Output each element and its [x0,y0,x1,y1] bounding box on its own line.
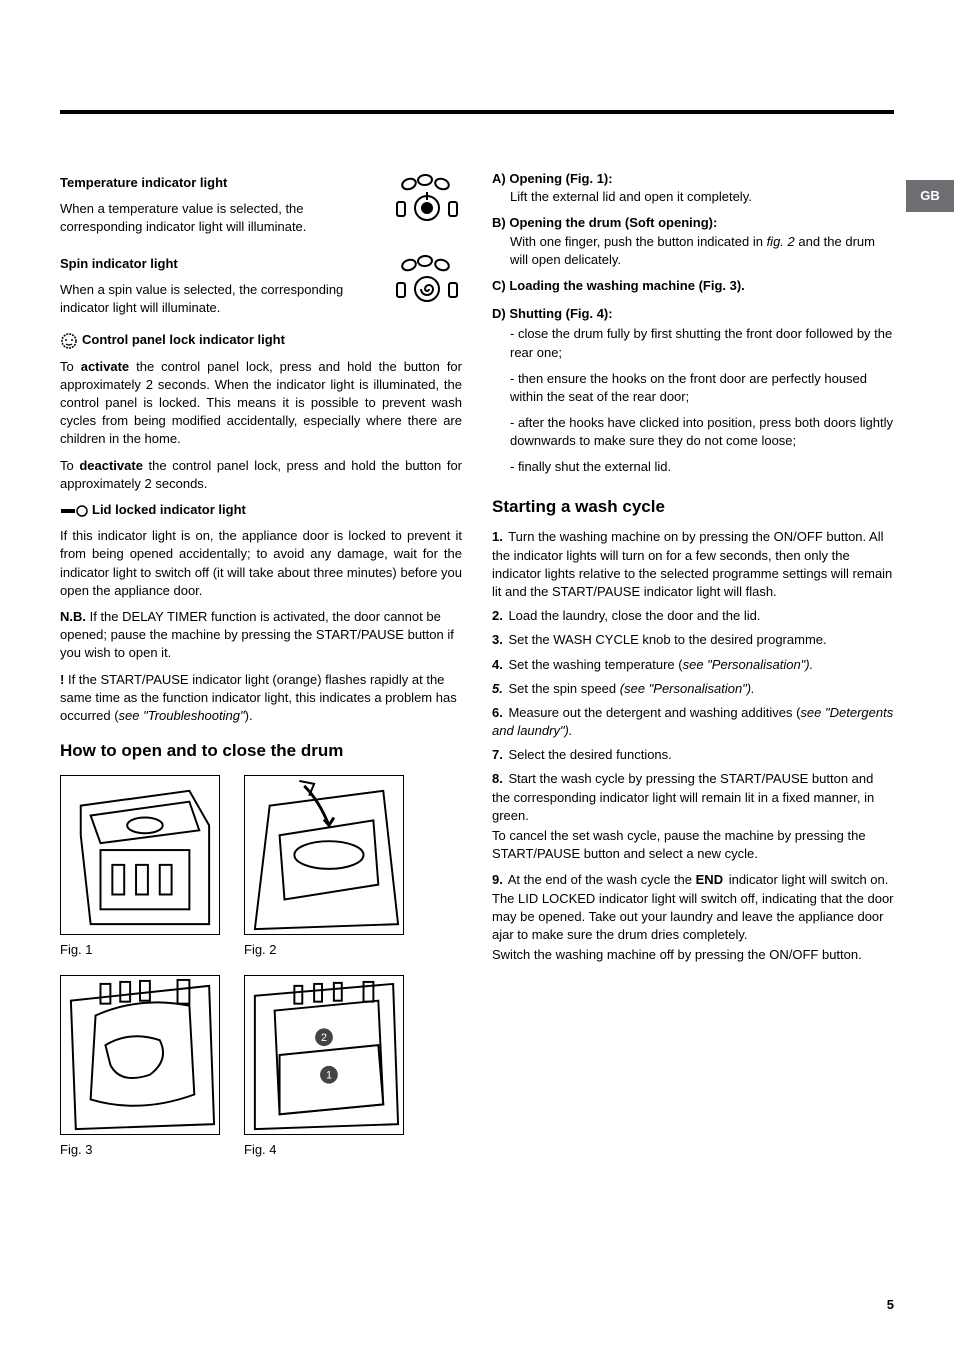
start-step-1: 1. Turn the washing machine on by pressi… [492,528,894,601]
text-italic: (see "Personalisation"). [620,681,755,696]
lock-face-icon [60,332,78,350]
start-step-9: 9. At the end of the wash cycle the END … [492,871,894,944]
svg-text:2: 2 [321,1032,327,1044]
start-step-2: 2. Load the laundry, close the door and … [492,607,894,625]
step-num: 9. [492,872,503,887]
start-step-7: 7. Select the desired functions. [492,746,894,764]
start-step-8: 8. Start the wash cycle by pressing the … [492,770,894,825]
step-d-head: D) Shutting (Fig. 4): [492,305,894,323]
language-badge: GB [906,180,954,212]
step-a-head: A) Opening (Fig. 1): [492,171,613,186]
fig-1: Fig. 1 [60,775,220,959]
lock-heading-text: Control panel lock indicator light [82,332,285,347]
right-column: A) Opening (Fig. 1): Lift the external l… [492,170,894,1159]
step-num: 8. [492,771,503,786]
step-text: Turn the washing machine on by pressing … [492,529,892,599]
fig-1-caption: Fig. 1 [60,941,220,959]
step-num: 1. [492,529,503,544]
content: Temperature indicator light When a tempe… [60,170,894,1159]
step-a-body: Lift the external lid and open it comple… [492,188,752,206]
temp-section: Temperature indicator light When a tempe… [60,170,462,245]
d-item: - finally shut the external lid. [510,458,894,476]
start-step-3: 3. Set the WASH CYCLE knob to the desire… [492,631,894,649]
step-b: B) Opening the drum (Soft opening): With… [492,214,894,269]
fig-4-image: 2 2 1 [244,975,404,1135]
text-bold: activate [81,359,129,374]
text: To [60,359,81,374]
lid-body-nb: N.B. If the DELAY TIMER function is acti… [60,608,462,663]
top-rule [60,110,894,114]
lock-body-activate: To activate the control panel lock, pres… [60,358,462,449]
step-d-list: - close the drum fully by first shutting… [492,325,894,476]
lid-body-warn: ! If the START/PAUSE indicator light (or… [60,671,462,726]
lid-heading: Lid locked indicator light [60,501,462,519]
lid-lock-icon [60,504,88,518]
page-number: 5 [887,1296,894,1314]
start-step-5: 5. Set the spin speed (see "Personalisat… [492,680,894,698]
drum-heading: How to open and to close the drum [60,739,462,763]
step-num: 6. [492,705,503,720]
text: To [60,458,79,473]
fig-2: Fig. 2 [244,775,404,959]
step-num: 4. [492,657,503,672]
text: Select the desired functions. [505,747,672,762]
thermometer-cluster-icon [392,170,462,228]
fig-row-1: Fig. 1 Fig. 2 [60,775,462,959]
start-step-4: 4. Set the washing temperature (see "Per… [492,656,894,674]
lid-section: Lid locked indicator light If this indic… [60,501,462,725]
step-b-body: With one finger, push the button indicat… [492,233,894,269]
lid-heading-text: Lid locked indicator light [92,502,246,517]
start-step-6: 6. Measure out the detergent and washing… [492,704,894,740]
svg-text:1: 1 [326,1070,332,1082]
text-bold: N.B. [60,609,86,624]
text-italic: fig. 2 [767,234,795,249]
spin-section: Spin indicator light When a spin value i… [60,251,462,326]
fig-2-image [244,775,404,935]
text: Measure out the detergent and washing ad… [505,705,801,720]
text: With one finger, push the button indicat… [510,234,767,249]
d-item: - then ensure the hooks on the front doo… [510,370,894,406]
text-italic: see "Personalisation"). [683,657,814,672]
step-num: 5. [492,681,503,696]
step-text: Load the laundry, close the door and the… [505,608,761,623]
fig-3-image [60,975,220,1135]
lid-body-1: If this indicator light is on, the appli… [60,527,462,600]
fig-1-image [60,775,220,935]
text: ). [245,708,253,723]
start-step-8b: To cancel the set wash cycle, pause the … [492,827,894,863]
text-italic: see "Troubleshooting" [119,708,245,723]
step-a: A) Opening (Fig. 1): Lift the external l… [492,170,894,206]
left-column: Temperature indicator light When a tempe… [60,170,462,1159]
fig-row-2: Fig. 3 2 2 1 [60,975,462,1159]
fig-3: Fig. 3 [60,975,220,1159]
d-item: - after the hooks have clicked into posi… [510,414,894,450]
step-num: 7. [492,747,503,762]
text-bold: END [696,872,723,887]
step-num: 2. [492,608,503,623]
d-item: - close the drum fully by first shutting… [510,325,894,361]
fig-4-caption: Fig. 4 [244,1141,404,1159]
fig-4: 2 2 1 Fig. 4 [244,975,404,1159]
start-heading: Starting a wash cycle [492,495,894,519]
step-b-head: B) Opening the drum (Soft opening): [492,215,717,230]
text: If the DELAY TIMER function is activated… [60,609,454,660]
text: Start the wash cycle by pressing the STA… [492,771,874,822]
fig-3-caption: Fig. 3 [60,1141,220,1159]
step-c: C) Loading the washing machine (Fig. 3). [492,277,894,295]
step-num: 3. [492,632,503,647]
text: Set the spin speed [505,681,620,696]
start-step-9b: Switch the washing machine off by pressi… [492,946,894,964]
text: Set the washing temperature ( [505,657,683,672]
text-bold: deactivate [79,458,143,473]
lock-section: Control panel lock indicator light To ac… [60,331,462,493]
lock-heading: Control panel lock indicator light [60,331,462,350]
step-text: Set the WASH CYCLE knob to the desired p… [505,632,827,647]
fig-2-caption: Fig. 2 [244,941,404,959]
spiral-cluster-icon [392,251,462,309]
text: At the end of the wash cycle the [505,872,696,887]
lock-body-deactivate: To deactivate the control panel lock, pr… [60,457,462,493]
